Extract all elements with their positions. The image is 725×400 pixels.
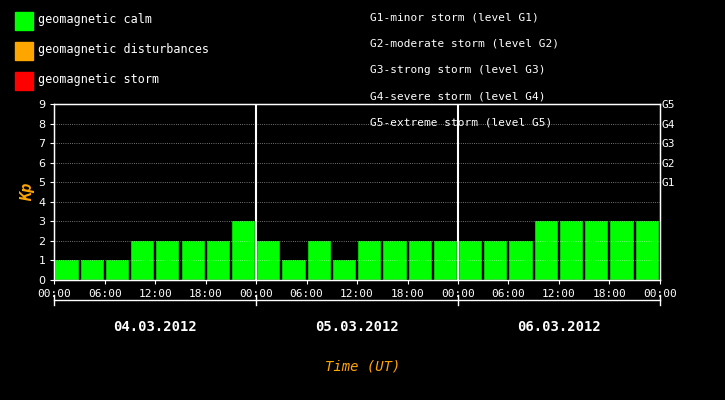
Text: G4-severe storm (level G4): G4-severe storm (level G4) — [370, 91, 545, 101]
Bar — [80, 260, 104, 280]
Bar — [384, 241, 407, 280]
Bar — [585, 221, 608, 280]
Text: geomagnetic storm: geomagnetic storm — [38, 73, 159, 86]
Bar — [510, 241, 533, 280]
Bar — [307, 241, 331, 280]
Bar — [257, 241, 281, 280]
Bar — [610, 221, 634, 280]
Bar — [408, 241, 431, 280]
Bar — [358, 241, 381, 280]
Text: 06.03.2012: 06.03.2012 — [517, 320, 601, 334]
Text: G5-extreme storm (level G5): G5-extreme storm (level G5) — [370, 118, 552, 128]
Bar — [232, 221, 255, 280]
Bar — [181, 241, 204, 280]
Bar — [131, 241, 154, 280]
Text: 04.03.2012: 04.03.2012 — [113, 320, 197, 334]
Text: G3-strong storm (level G3): G3-strong storm (level G3) — [370, 65, 545, 75]
Bar — [207, 241, 230, 280]
Bar — [484, 241, 507, 280]
Bar — [55, 260, 78, 280]
Bar — [333, 260, 356, 280]
Bar — [636, 221, 659, 280]
Bar — [459, 241, 482, 280]
Y-axis label: Kp: Kp — [20, 183, 36, 201]
Bar — [157, 241, 180, 280]
Text: G2-moderate storm (level G2): G2-moderate storm (level G2) — [370, 38, 559, 48]
Bar — [560, 221, 583, 280]
Text: 05.03.2012: 05.03.2012 — [315, 320, 399, 334]
Bar — [534, 221, 558, 280]
Bar — [106, 260, 129, 280]
Text: Time (UT): Time (UT) — [325, 360, 400, 374]
Bar — [283, 260, 306, 280]
Bar — [434, 241, 457, 280]
Text: G1-minor storm (level G1): G1-minor storm (level G1) — [370, 12, 539, 22]
Text: geomagnetic calm: geomagnetic calm — [38, 13, 152, 26]
Text: geomagnetic disturbances: geomagnetic disturbances — [38, 43, 209, 56]
